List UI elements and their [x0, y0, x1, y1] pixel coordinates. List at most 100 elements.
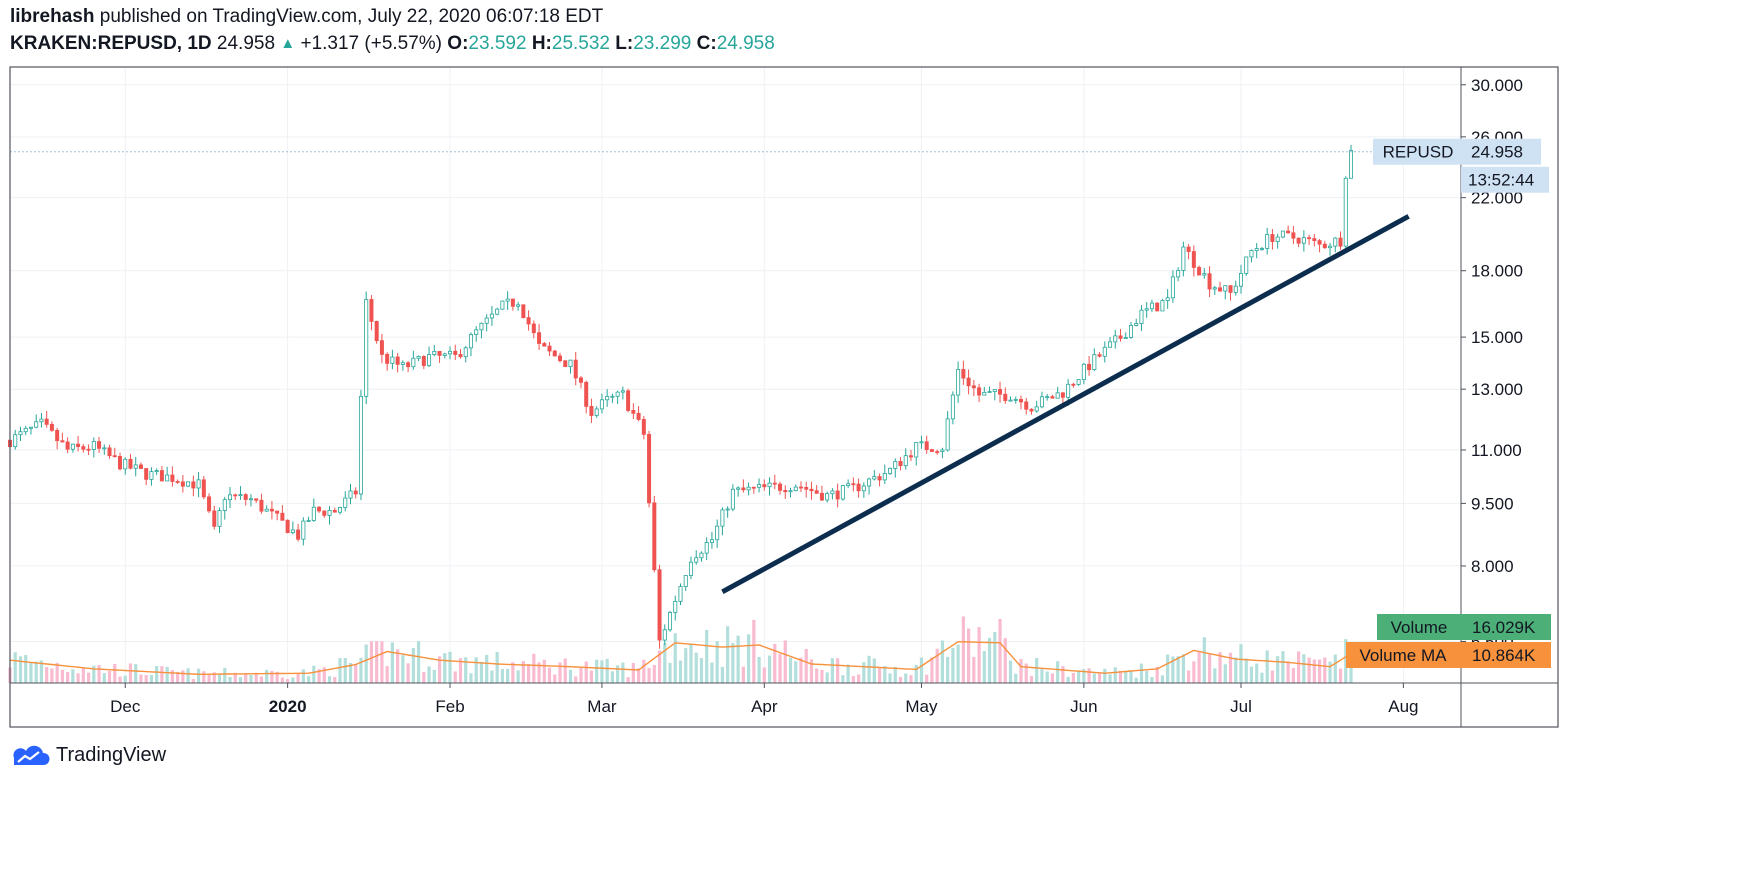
candle-body — [468, 334, 473, 349]
volume-bar — [464, 657, 468, 683]
candle-body — [76, 443, 81, 447]
volume-bar — [296, 673, 300, 683]
candle-body — [730, 488, 735, 510]
volume-value-tag — [1461, 614, 1551, 640]
volume-bar — [181, 670, 185, 683]
candle-body — [1071, 383, 1076, 386]
volume-ma-name-tag-label: Volume MA — [1360, 646, 1448, 665]
candle-body — [212, 510, 217, 527]
volume-bar — [809, 659, 814, 683]
tradingview-cloud-icon — [13, 745, 50, 765]
volume-bar — [684, 648, 688, 683]
volume-ma-value-tag — [1461, 642, 1551, 668]
candle-body — [1160, 300, 1165, 312]
volume-bar — [1124, 670, 1128, 683]
candle-body — [479, 322, 484, 331]
time-tick-label: Jun — [1070, 697, 1097, 716]
volume-bar — [851, 676, 855, 683]
close-label: C: — [696, 33, 717, 54]
candle-body — [489, 313, 494, 319]
volume-bar — [657, 650, 662, 683]
candle-body — [908, 455, 913, 458]
candle-body — [123, 458, 128, 470]
candle-body — [154, 470, 159, 472]
candle-body — [526, 317, 531, 325]
high-label: H: — [531, 33, 552, 54]
candle-body — [971, 385, 976, 389]
volume-bar — [443, 653, 447, 683]
volume-bar — [574, 676, 578, 683]
volume-bar — [1024, 663, 1028, 683]
volume-bar — [207, 674, 211, 683]
volume-bar — [354, 663, 358, 683]
candle-body — [1050, 396, 1055, 399]
volume-bar — [694, 652, 698, 683]
candle-body — [1348, 150, 1353, 179]
volume-bar — [1087, 668, 1091, 683]
candle-body — [1322, 243, 1327, 249]
volume-bar — [600, 660, 604, 683]
volume-bar — [537, 662, 541, 683]
volume-bar — [474, 657, 478, 683]
candle-body — [893, 460, 898, 469]
time-tick-label: 2020 — [269, 697, 307, 716]
volume-bar — [1171, 656, 1175, 683]
volume-bar — [516, 670, 520, 683]
volume-bar — [521, 661, 525, 683]
volume-bar — [1045, 671, 1049, 683]
volume-bar — [1092, 673, 1096, 683]
candle-body — [102, 447, 107, 450]
volume-bar — [830, 658, 835, 683]
volume-bar — [794, 661, 798, 683]
candle-body — [484, 317, 489, 324]
candle-body — [793, 486, 798, 492]
candle-body — [421, 356, 426, 366]
volume-bar — [1213, 668, 1217, 683]
volume-bar — [1103, 668, 1107, 683]
candle-body — [1149, 302, 1154, 310]
volume-bar — [720, 666, 725, 683]
volume-bar — [1097, 673, 1102, 683]
volume-bar — [1333, 654, 1337, 683]
volume-bar — [176, 671, 180, 683]
candle-body — [338, 507, 343, 513]
volume-bar — [369, 641, 374, 683]
volume-bar — [977, 627, 981, 683]
volume-bar — [767, 655, 772, 683]
low-label: L: — [615, 33, 634, 54]
price-tick-label: 30.000 — [1471, 76, 1523, 95]
volume-bar — [139, 674, 143, 683]
candle-body — [1134, 323, 1139, 326]
volume-bar — [416, 640, 421, 683]
candle-body — [448, 350, 453, 355]
volume-bar — [883, 666, 887, 683]
candle-body — [1097, 354, 1102, 357]
volume-bar — [982, 651, 986, 683]
tradingview-logo[interactable]: TradingView — [10, 744, 166, 767]
candle-body — [28, 426, 33, 429]
price-tick-label: 22.000 — [1471, 189, 1523, 208]
candle-body — [23, 427, 28, 433]
volume-bar — [422, 672, 426, 683]
candle-body — [668, 612, 673, 631]
volume-bar — [432, 669, 436, 683]
volume-bar — [102, 673, 106, 683]
volume-bar — [291, 677, 295, 683]
candle-body — [1312, 238, 1317, 241]
candle-body — [1087, 363, 1092, 371]
volume-bar — [867, 655, 871, 683]
volume-bar — [1113, 667, 1117, 683]
candle-body — [437, 350, 442, 356]
candle-body — [458, 354, 463, 358]
author-name[interactable]: librehash — [10, 6, 95, 27]
volume-bar — [726, 626, 730, 683]
candle-body — [65, 441, 70, 450]
candle-body — [500, 300, 505, 310]
volume-bar — [642, 659, 646, 683]
volume-bar — [930, 657, 934, 683]
volume-bar — [626, 677, 630, 683]
volume-bar — [589, 670, 594, 683]
volume-bar — [705, 630, 709, 683]
volume-bar — [856, 674, 861, 683]
